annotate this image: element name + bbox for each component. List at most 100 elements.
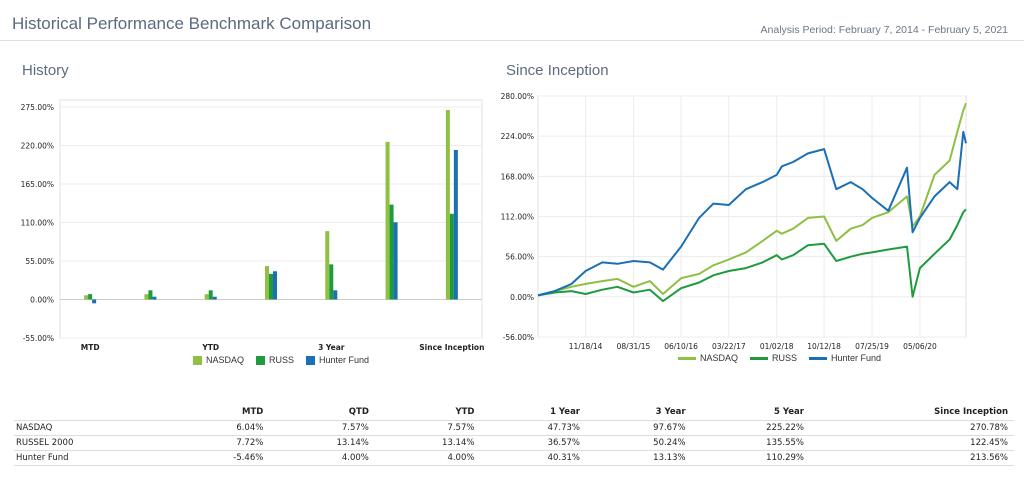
y-tick-label: 224.00% (501, 132, 534, 141)
bar (88, 294, 93, 300)
bar (152, 296, 157, 300)
y-tick-label: 0.00% (510, 293, 534, 302)
x-tick-label: 3 Year (318, 343, 345, 352)
column-header: 1 Year (550, 407, 581, 417)
x-tick-label: Since Inception (419, 343, 484, 352)
table-cell: 50.24% (586, 435, 692, 451)
bar (204, 294, 209, 300)
bar (325, 231, 330, 300)
analysis-period: Analysis Period: February 7, 2014 - Febr… (760, 24, 1008, 36)
x-tick-label: 06/10/16 (664, 342, 698, 351)
table-cell: Hunter Fund (14, 450, 170, 466)
history-title: History (22, 62, 69, 79)
table-cell: 4.00% (374, 450, 481, 466)
legend-label: RUSS (269, 355, 295, 365)
y-tick-label: 168.00% (501, 172, 534, 181)
x-tick-label: 03/22/17 (712, 342, 746, 351)
hunter-swatch (809, 356, 828, 360)
since-inception-line-chart: 280.00% 224.00% 168.00% 112.00% 56.00% 0.00% -… (501, 92, 967, 351)
table-row: Hunter Fund -5.46% 4.00% 4.00% 40.31% 13… (14, 450, 1014, 466)
series-line (537, 102, 967, 297)
column-header: QTD (348, 407, 369, 417)
nasdaq-swatch (193, 355, 202, 365)
table-cell: 135.55% (691, 435, 810, 451)
bar (333, 290, 338, 300)
column-header: 5 Year (774, 407, 804, 417)
legend-item-nasdaq[interactable]: NASDAQ (193, 355, 244, 365)
bar (389, 204, 394, 300)
y-tick-label: 280.00% (501, 92, 534, 101)
series-line (537, 130, 967, 297)
bar (92, 299, 97, 304)
y-tick-label: 110.00% (21, 219, 54, 228)
bar (385, 141, 390, 300)
since-inception-legend: NASDAQ RUSS Hunter Fund (678, 353, 881, 363)
table-cell: 13.14% (269, 435, 375, 451)
russ-swatch (750, 356, 769, 360)
table-cell: 110.29% (691, 450, 810, 466)
x-tick-label: 07/25/19 (855, 342, 889, 351)
legend-item-hunter[interactable]: Hunter Fund (306, 355, 369, 365)
table-cell: 122.45% (809, 435, 1014, 451)
table-cell: 4.00% (269, 450, 375, 466)
bar (208, 290, 213, 300)
x-tick-label: 05/06/20 (903, 342, 937, 351)
since-inception-title: Since Inception (506, 62, 609, 79)
bar (273, 271, 277, 300)
y-tick-label: 56.00% (505, 253, 534, 262)
column-header: 3 Year (655, 407, 686, 417)
table-cell: 13.13% (586, 450, 692, 466)
plot-area (59, 99, 483, 339)
table-cell: 7.72% (169, 435, 270, 451)
table-cell: NASDAQ (14, 420, 170, 436)
legend-item-hunter[interactable]: Hunter Fund (809, 353, 881, 363)
history-legend: NASDAQ RUSS Hunter Fund (193, 355, 369, 365)
y-tick-label: 112.00% (501, 213, 534, 222)
table-header-row: MTD QTD YTD 1 Year 3 Year 5 Year Since I… (14, 404, 1014, 421)
x-tick-label: 08/31/15 (617, 342, 651, 351)
legend-item-russ[interactable]: RUSS (750, 353, 797, 363)
bar (144, 294, 149, 300)
x-tick-label: 11/18/14 (569, 342, 603, 351)
bar (393, 222, 398, 300)
table-cell: RUSSEL 2000 (14, 435, 170, 451)
y-tick-label: 275.00% (21, 103, 54, 112)
y-tick-label: 0.00% (30, 296, 54, 305)
bar (329, 264, 334, 300)
legend-item-nasdaq[interactable]: NASDAQ (678, 353, 738, 363)
x-tick-label: 10/12/18 (807, 342, 841, 351)
column-header: YTD (455, 407, 475, 417)
page-header: Historical Performance Benchmark Compari… (0, 0, 1024, 41)
performance-table: MTD QTD YTD 1 Year 3 Year 5 Year Since I… (14, 404, 1014, 466)
y-tick-label: -55.00% (23, 334, 54, 343)
nasdaq-swatch (678, 356, 696, 360)
table-cell: 40.31% (480, 450, 587, 466)
table-row: RUSSEL 2000 7.72% 13.14% 13.14% 36.57% 5… (14, 435, 1014, 451)
column-header: Since Inception (934, 407, 1008, 417)
table-cell: 13.14% (374, 435, 481, 451)
y-tick-label: 165.00% (21, 180, 54, 189)
bar (269, 273, 273, 300)
bar (84, 295, 89, 300)
table-cell: -5.46% (169, 450, 270, 466)
column-header (14, 404, 169, 421)
table-cell: 225.22% (691, 420, 810, 436)
table-cell: 97.67% (586, 420, 692, 436)
bar (449, 213, 454, 300)
legend-label: Hunter Fund (319, 355, 370, 365)
table-cell: 6.04% (169, 420, 270, 436)
table-cell: 7.57% (269, 420, 375, 436)
table-cell: 47.73% (480, 420, 587, 436)
y-tick-label: 55.00% (25, 257, 54, 266)
series-line (537, 208, 967, 303)
legend-label: RUSS (772, 353, 798, 363)
page-title: Historical Performance Benchmark Compari… (12, 14, 372, 33)
x-tick-label: MTD (81, 343, 100, 352)
legend-item-russ[interactable]: RUSS (256, 355, 294, 365)
table-cell: 213.56% (809, 450, 1014, 466)
bar (453, 150, 458, 300)
x-tick-label: YTD (201, 343, 219, 352)
y-tick-label: -56.00% (503, 333, 534, 342)
table-cell: 36.57% (480, 435, 587, 451)
bar (212, 296, 217, 300)
